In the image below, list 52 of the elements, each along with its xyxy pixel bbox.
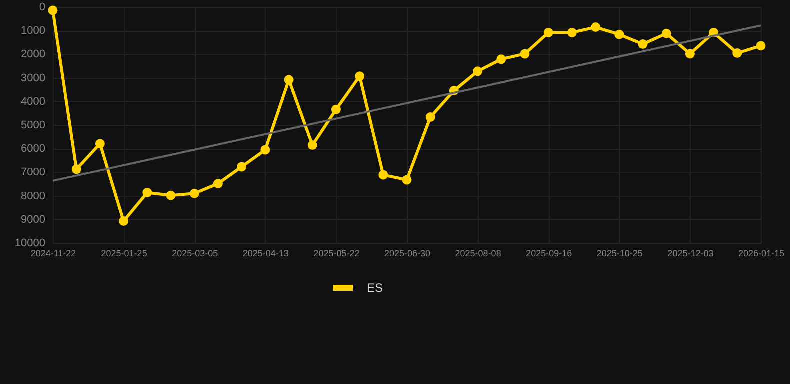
point [213,179,223,188]
point [284,75,294,85]
point [638,40,648,50]
x-tick-label: 2025-10-25 [596,248,643,258]
point [496,54,506,64]
x-tick-label: 2025-09-16 [526,248,572,258]
point [119,216,129,226]
y-tick-label: 8000 [21,190,46,202]
y-tick-label: 5000 [21,120,46,132]
y-tick-label: 7000 [21,166,46,179]
point [756,41,766,51]
point [402,175,412,185]
y-tick-label: 10000 [14,238,46,250]
point [520,49,530,59]
point [260,145,270,155]
x-tick-label: 2025-06-30 [384,248,431,258]
point [591,22,601,32]
point [567,28,577,38]
y-tick-label: 4000 [21,96,46,108]
x-tick-label: 2025-01-25 [101,248,148,258]
y-tick-label: 2000 [21,48,46,61]
point [331,104,341,114]
point [426,112,436,122]
point [614,30,624,40]
y-tick-label: 0 [39,2,46,14]
point [378,170,388,180]
x-tick-label: 2025-05-22 [314,248,360,258]
x-tick-label: 2026-01-15 [738,248,785,258]
legend-label: ES [367,281,384,295]
point [48,6,58,16]
point [72,164,82,174]
point [142,188,152,198]
point [355,72,365,82]
point [190,188,200,198]
point [732,48,742,58]
x-tick-label: 2025-03-05 [172,248,218,258]
y-tick-label: 1000 [21,25,46,38]
y-tick-label: 6000 [21,143,46,156]
x-tick-label: 2024-11-22 [30,248,76,258]
x-tick-label: 2025-08-08 [455,248,502,258]
point [544,28,554,38]
y-tick-label: 9000 [21,214,46,226]
x-tick-label: 2025-12-03 [668,248,714,258]
point [685,49,695,59]
point [237,162,247,172]
y-tick-label: 3000 [21,72,46,84]
point [308,140,318,150]
point [95,139,105,149]
point [473,66,483,76]
x-tick-label: 2025-04-13 [242,248,289,258]
point [662,28,672,38]
point [166,190,176,200]
